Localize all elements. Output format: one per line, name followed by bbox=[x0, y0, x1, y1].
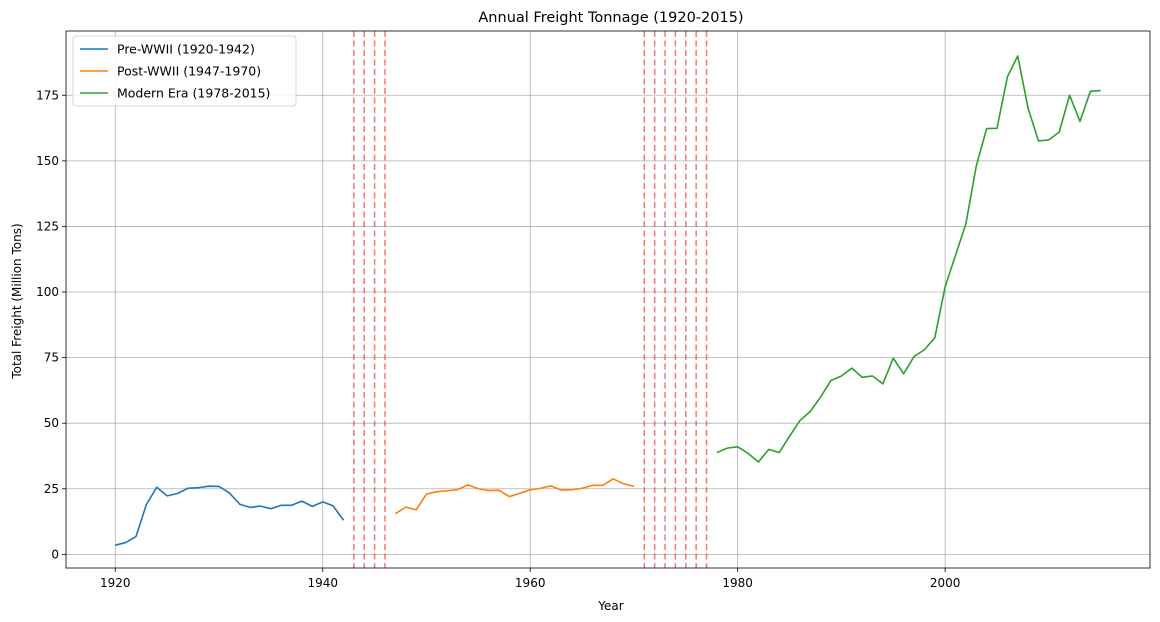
x-tick-label: 2000 bbox=[930, 576, 961, 590]
grid-lines bbox=[66, 31, 1150, 568]
legend-box bbox=[72, 35, 297, 107]
x-axis-ticks: 1920 1940 1960 1980 2000 bbox=[100, 568, 960, 590]
y-tick-label: 0 bbox=[51, 547, 59, 561]
y-tick-label: 100 bbox=[36, 285, 59, 299]
series-line-2 bbox=[394, 478, 635, 515]
plot-area bbox=[65, 30, 1151, 569]
gap-markers bbox=[353, 31, 708, 568]
y-tick-label: 150 bbox=[36, 154, 59, 168]
legend-entry: Modern Era (1978-2015) bbox=[117, 86, 270, 101]
y-axis-ticks: 0 25 50 75 100 125 150 175 bbox=[36, 88, 66, 561]
series-lines bbox=[115, 55, 1101, 546]
series-line-1 bbox=[115, 485, 345, 546]
y-tick-label: 50 bbox=[44, 416, 59, 430]
y-axis-label: Total Freight (Million Tons) bbox=[10, 223, 24, 379]
chart-title: Annual Freight Tonnage (1920-2015) bbox=[478, 10, 743, 26]
x-tick-label: 1960 bbox=[515, 576, 546, 590]
legend-entry: Post-WWII (1947-1970) bbox=[117, 64, 261, 79]
legend: Pre-WWII (1920-1942) Post-WWII (1947-1970… bbox=[72, 35, 297, 107]
y-tick-label: 125 bbox=[36, 219, 59, 233]
y-tick-label: 175 bbox=[36, 88, 59, 102]
legend-entry: Pre-WWII (1920-1942) bbox=[117, 42, 255, 57]
x-axis-label: Year bbox=[597, 599, 623, 613]
x-tick-label: 1940 bbox=[307, 576, 338, 590]
y-tick-label: 25 bbox=[44, 482, 59, 496]
series-line-3 bbox=[716, 55, 1101, 463]
x-tick-label: 1920 bbox=[100, 576, 131, 590]
y-tick-label: 75 bbox=[44, 351, 59, 365]
x-tick-label: 1980 bbox=[722, 576, 753, 590]
